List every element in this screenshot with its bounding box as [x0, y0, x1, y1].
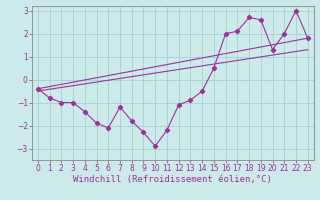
X-axis label: Windchill (Refroidissement éolien,°C): Windchill (Refroidissement éolien,°C) — [73, 175, 272, 184]
